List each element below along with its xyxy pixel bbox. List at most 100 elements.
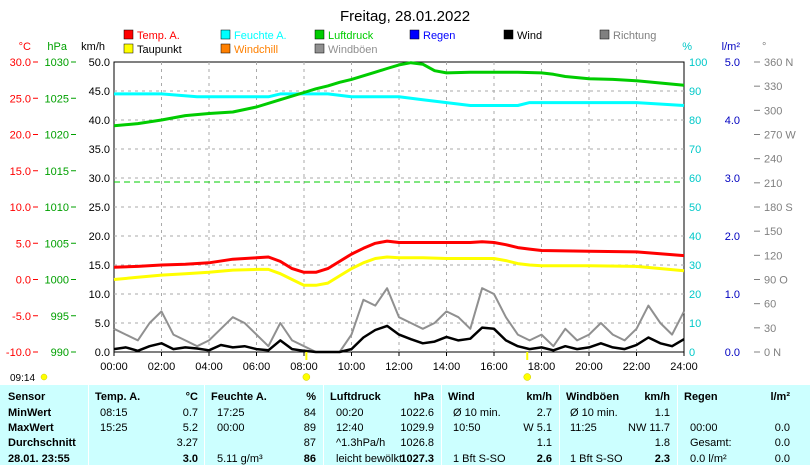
x-tick-label: 16:00 xyxy=(480,361,508,373)
table-row-label: MinWert xyxy=(8,407,52,419)
table-cell-value: 0.7 xyxy=(182,407,198,419)
table-header-label: Regen xyxy=(684,391,718,403)
table-cell-time: 00:00 xyxy=(217,422,245,434)
series-luftdruck xyxy=(113,61,685,128)
table-cell-value: 89 xyxy=(303,422,316,434)
x-tick-label: 24:00 xyxy=(670,361,698,373)
tick-label-direction: 300 xyxy=(764,105,782,117)
table-cell-value: 0.0 xyxy=(774,437,790,449)
x-tick-label: 02:00 xyxy=(148,361,176,373)
legend-swatch xyxy=(220,29,231,40)
legend-label: Taupunkt xyxy=(137,44,182,56)
table-cell-value: 1026.8 xyxy=(400,437,434,449)
tick-label-wind: 30.0 xyxy=(89,173,110,185)
table-cell-time: 00:20 xyxy=(336,407,364,419)
tick-label-temp: -5.0 xyxy=(12,311,31,323)
tick-label-temp: 5.0 xyxy=(16,238,31,250)
legend-swatch xyxy=(503,29,514,40)
legend-swatch xyxy=(599,29,610,40)
summary-table: Sensor Temp. A. °C Feuchte A.% Luftdruck hPa W… xyxy=(0,385,810,465)
table-header-unit: km/h xyxy=(644,391,670,403)
legend-swatch xyxy=(314,29,325,40)
table-cell-time: 0.0 l/m² xyxy=(690,453,727,465)
tick-label-humidity: 70 xyxy=(689,144,701,156)
legend-label: Feuchte A. xyxy=(234,30,287,42)
legend-swatch xyxy=(409,29,420,40)
tick-label-temp: 20.0 xyxy=(10,130,31,142)
legend-label: Temp. A. xyxy=(137,30,180,42)
chart-title: Freitag, 28.01.2022 xyxy=(340,8,470,25)
table-header-unit: l/m² xyxy=(770,391,790,403)
grid xyxy=(114,62,684,352)
table-header-label: Luftdruck xyxy=(330,391,381,403)
table-cell-value: 0.0 xyxy=(774,422,790,434)
tick-label-wind: 10.0 xyxy=(89,289,110,301)
tick-label-direction: 30 xyxy=(764,323,776,335)
table-cell-time: 10:50 xyxy=(453,422,481,434)
tick-label-wind: 25.0 xyxy=(89,202,110,214)
table-column-separator xyxy=(559,385,560,465)
axis-unit-direction: ° xyxy=(762,41,766,53)
tick-label-direction: 0 N xyxy=(764,347,781,359)
table-column-separator xyxy=(441,385,442,465)
tick-label-humidity: 90 xyxy=(689,86,701,98)
table-row-label: Durchschnitt xyxy=(8,437,76,449)
table-cell-time: leicht bewölkt xyxy=(336,453,403,465)
sunset-marker xyxy=(523,373,531,381)
table-header-label: Wind xyxy=(448,391,475,403)
tick-label-humidity: 0 xyxy=(689,347,695,359)
table-column-separator xyxy=(88,385,89,465)
tick-label-wind: 0.0 xyxy=(95,347,110,359)
table-cell-value: 1022.6 xyxy=(400,407,434,419)
table-cell-value: 3.0 xyxy=(182,453,198,465)
tick-label-humidity: 60 xyxy=(689,173,701,185)
tick-label-pressure: 1010 xyxy=(45,202,69,214)
x-tick-label: 22:00 xyxy=(623,361,651,373)
table-header-unit: hPa xyxy=(413,391,434,403)
series-taupunkt xyxy=(113,255,685,287)
legend-label: Richtung xyxy=(613,30,656,42)
tick-label-pressure: 1030 xyxy=(45,57,69,69)
tick-label-direction: 240 xyxy=(764,154,782,166)
tick-label-direction: 150 xyxy=(764,226,782,238)
table-cell-value: 2.3 xyxy=(654,453,670,465)
tick-label-wind: 35.0 xyxy=(89,144,110,156)
tick-label-wind: 45.0 xyxy=(89,86,110,98)
table-cell-value: 3.27 xyxy=(176,437,198,449)
axis-unit-wind: km/h xyxy=(81,41,105,53)
tick-label-direction: 210 xyxy=(764,178,782,190)
tick-label-pressure: 1015 xyxy=(45,166,69,178)
table-cell-time: Ø 10 min. xyxy=(453,407,501,419)
table-cell-time: 11:25 xyxy=(570,422,597,434)
tick-label-humidity: 40 xyxy=(689,231,701,243)
legend-swatch xyxy=(123,43,134,54)
tick-label-rain: 5.0 xyxy=(725,57,740,69)
tick-label-pressure: 990 xyxy=(51,347,69,359)
tick-label-wind: 40.0 xyxy=(89,115,110,127)
table-row-label: 28.01. 23:55 xyxy=(8,453,70,465)
series-wind xyxy=(113,324,685,354)
legend-swatch xyxy=(123,29,134,40)
tick-label-temp: 30.0 xyxy=(10,57,31,69)
table-cell-value: NW 11.7 xyxy=(628,422,670,434)
legend-swatch xyxy=(314,43,325,54)
table-header-label: Windböen xyxy=(566,391,620,403)
x-tick-label: 14:00 xyxy=(433,361,461,373)
series-feuchte-a- xyxy=(114,92,685,107)
tick-label-pressure: 1025 xyxy=(45,93,69,105)
tick-label-direction: 180 S xyxy=(764,202,793,214)
x-tick-label: 10:00 xyxy=(338,361,366,373)
tick-label-humidity: 50 xyxy=(689,202,701,214)
table-cell-time: 12:40 xyxy=(336,422,364,434)
tick-label-humidity: 30 xyxy=(689,260,701,272)
tick-label-direction: 330 xyxy=(764,81,782,93)
tick-label-humidity: 20 xyxy=(689,289,701,301)
table-cell-time: ^1.3hPa/h xyxy=(336,437,386,449)
sun-marker xyxy=(40,373,48,381)
x-tick-label: 06:00 xyxy=(243,361,271,373)
table-header-unit: °C xyxy=(185,391,198,403)
tick-label-direction: 90 O xyxy=(764,275,788,287)
table-column-separator xyxy=(323,385,324,465)
axis-unit-humidity: % xyxy=(682,41,692,53)
table-cell-time: 5.11 g/m³ xyxy=(217,453,263,465)
